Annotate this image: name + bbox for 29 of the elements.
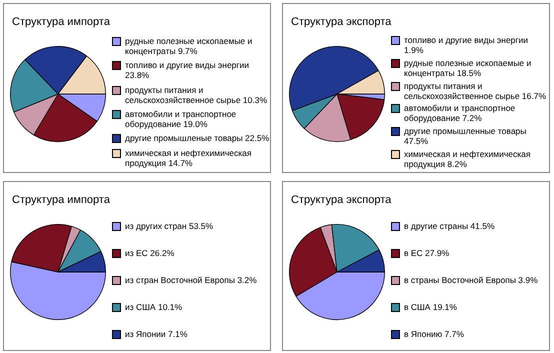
data-label: 1.9% — [404, 45, 424, 56]
legend-label: в Японию 7.7% — [404, 329, 464, 340]
text: Структура импорта — [12, 16, 110, 28]
legend-label: химическая и нефтехимическая продукция 14.7% — [125, 148, 252, 168]
legend-label: рудные полезные ископаемые и концентраты 9.7% — [125, 36, 254, 56]
legend-label: другие промышленные товары — [404, 126, 526, 136]
legend-label: из ЕС 26.2% — [125, 248, 174, 258]
legend-label: продукты питания и сельскохозяйственное сырье 16.7% — [404, 80, 548, 101]
legend-label: в США 19.1% — [404, 302, 457, 312]
legend-label: из США 10.1% — [125, 302, 182, 312]
legend-label: в ЕС 27.9% — [404, 248, 450, 258]
legend-label: в другие страны 41.5% — [404, 220, 495, 231]
legend-label: из стран Восточной Европы 3.2% — [125, 274, 257, 285]
data-label: 23.8% — [125, 70, 150, 80]
text: Структура экспорта — [291, 194, 392, 206]
legend-label: автомобили и транспортное оборудование 19.0% — [125, 109, 238, 130]
legend-label: продукты питания и сельскохозяйственное сырье 10.3% — [125, 84, 268, 105]
legend-label: топливо и другие виды энергии — [125, 60, 250, 70]
legend-label: рудные полезные ископаемые и концентраты 18.5% — [404, 58, 532, 78]
text: Структура экспорта — [291, 16, 392, 28]
text: Структура импорта — [12, 194, 110, 206]
legend-label: в страны Восточной Европы 3.9% — [404, 274, 538, 285]
legend-label: химическая и нефтехимическая продукция 8.2% — [404, 148, 532, 169]
data-label: 47.5% — [404, 136, 428, 146]
legend-label: топливо и другие виды энергии — [404, 35, 528, 46]
legend-label: из Японии 7.1% — [125, 329, 188, 340]
legend-label: другие промышленые товары 22.5% — [125, 133, 270, 144]
legend-label: из других стран 53.5% — [125, 220, 214, 231]
legend-label: автомобили и транспортное оборудование 7.2% — [404, 103, 516, 124]
